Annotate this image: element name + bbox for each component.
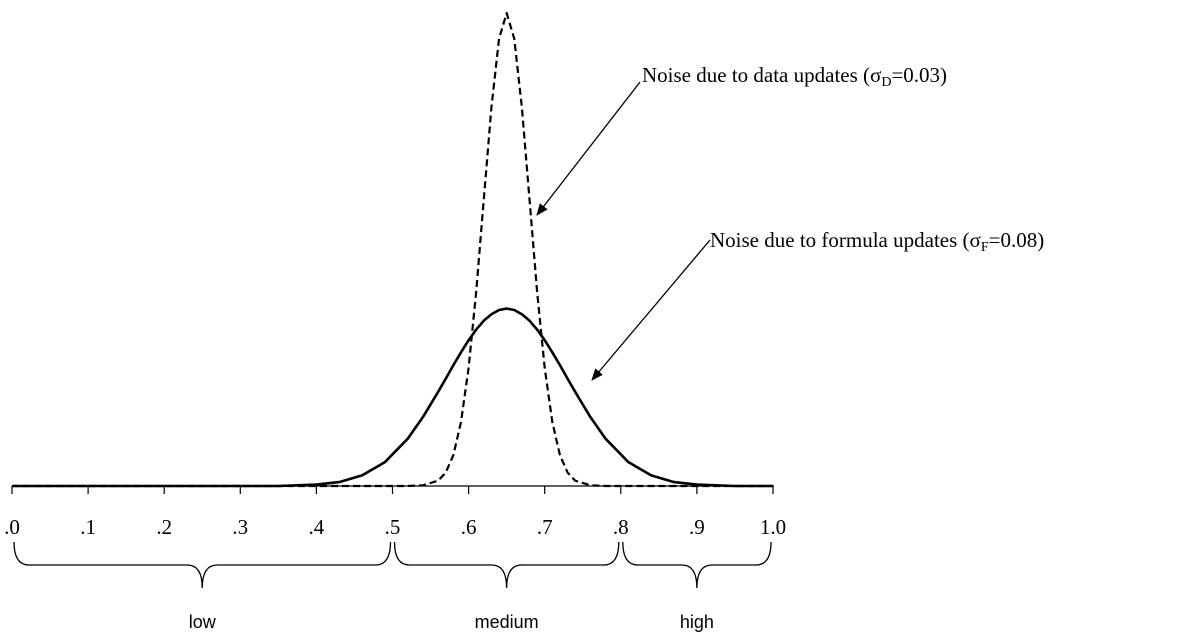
annotation-subscript: F: [981, 240, 989, 255]
x-tick-label: .4: [309, 515, 325, 539]
x-tick-label: .7: [537, 515, 553, 539]
range-label: low: [189, 612, 217, 632]
x-tick-label: .1: [80, 515, 96, 539]
x-tick-label: .8: [613, 515, 629, 539]
x-tick-label: .6: [461, 515, 477, 539]
brace: [13, 541, 392, 589]
arrow: [536, 81, 641, 216]
range-label: medium: [475, 612, 539, 632]
annotation-text: =0.03): [891, 63, 947, 87]
brace: [393, 541, 620, 589]
x-tick-label: .2: [156, 515, 172, 539]
x-tick-label: .3: [232, 515, 248, 539]
curve: [12, 307, 773, 488]
brace: [622, 541, 772, 589]
annotation: Noise due to data updates (σD=0.03): [642, 63, 947, 90]
x-tick-label: .5: [385, 515, 401, 539]
annotation-text: Noise due to formula updates (σ: [710, 228, 981, 252]
x-tick-label: .9: [689, 515, 705, 539]
annotation: Noise due to formula updates (σF=0.08): [710, 228, 1044, 255]
x-tick-label: 1.0: [760, 515, 786, 539]
annotation-text: =0.08): [989, 228, 1045, 252]
annotation-subscript: D: [881, 75, 891, 90]
range-label: high: [680, 612, 714, 632]
curve: [12, 12, 773, 488]
x-tick-label: .0: [4, 515, 20, 539]
annotation-text: Noise due to data updates (σ: [642, 63, 881, 87]
arrow: [591, 239, 711, 381]
